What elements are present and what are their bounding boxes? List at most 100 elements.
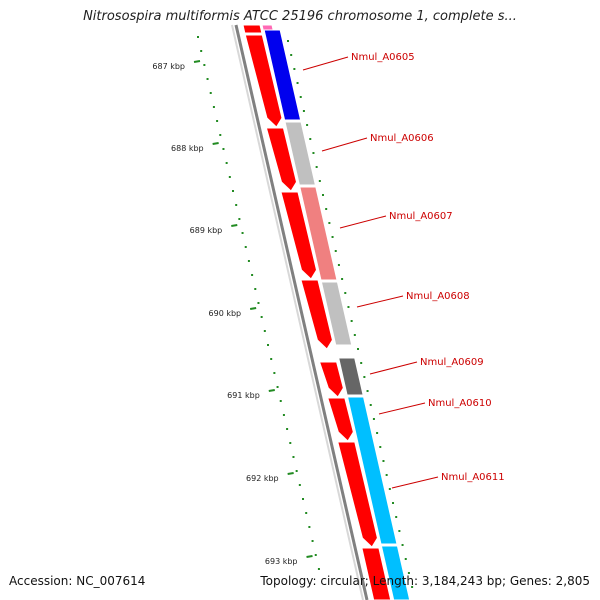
gene-block <box>338 357 364 396</box>
ruler-dot <box>206 78 209 80</box>
ruler-dot-outer <box>366 390 369 392</box>
ruler-dot <box>212 106 215 108</box>
ruler-dot <box>311 540 314 542</box>
cds-arrow <box>244 34 283 128</box>
ruler-dot-outer <box>385 474 388 476</box>
ruler-dot <box>251 274 254 276</box>
ruler-dot-outer <box>315 166 318 168</box>
ruler-label: 687 kbp <box>152 62 185 71</box>
ruler-major-tick <box>268 389 275 392</box>
ruler-dot <box>260 316 263 318</box>
ruler-label: 689 kbp <box>190 226 223 235</box>
ruler-dot-outer <box>299 96 302 98</box>
ruler-major-tick <box>231 224 238 227</box>
ruler-dot <box>216 120 219 122</box>
ruler-dot-outer <box>309 138 312 140</box>
ruler-label: 690 kbp <box>209 309 242 318</box>
ruler-major-tick <box>287 472 294 475</box>
gene-label[interactable]: Nmul_A0611 <box>441 472 505 483</box>
ruler-dot-outer <box>302 110 305 112</box>
cds-arrow <box>337 441 378 548</box>
gene-leader-line <box>356 295 404 308</box>
ruler-dot <box>222 148 225 150</box>
ruler-dot-outer <box>328 222 331 224</box>
ruler-dot <box>298 484 301 486</box>
ruler-dot-outer <box>347 306 350 308</box>
gene-leader-line <box>339 215 387 229</box>
ruler-dot <box>257 302 260 304</box>
cds-arrow <box>327 397 354 442</box>
gene-label[interactable]: Nmul_A0609 <box>420 357 484 368</box>
ruler-dot <box>308 526 311 528</box>
ruler-dot-outer <box>363 376 366 378</box>
cds-arrow <box>318 361 344 398</box>
ruler-dot-outer <box>341 278 344 280</box>
cds-arrow <box>242 24 263 34</box>
ruler-dot-outer <box>344 292 347 294</box>
ruler-dot <box>203 64 206 66</box>
backbone-shadow <box>231 24 364 600</box>
ruler-dot-outer <box>287 40 289 42</box>
ruler-dot <box>276 386 279 388</box>
ruler-label: 693 kbp <box>265 557 298 566</box>
ruler-dot <box>279 400 282 402</box>
gene-label[interactable]: Nmul_A0605 <box>351 52 415 63</box>
ruler-dot <box>254 288 257 290</box>
gene-leader-line <box>378 402 426 415</box>
ruler-dot-outer <box>306 124 309 126</box>
gene-leader-line <box>321 137 368 152</box>
ruler-label: 692 kbp <box>246 474 279 483</box>
ruler-dot-outer <box>293 68 296 70</box>
gene-label[interactable]: Nmul_A0610 <box>428 398 492 409</box>
ruler-dot-outer <box>372 418 375 420</box>
gene-label[interactable]: Nmul_A0608 <box>406 291 470 302</box>
gene-leader-line <box>369 361 418 375</box>
gene-block <box>320 281 353 346</box>
ruler-dot-outer <box>388 488 391 490</box>
ruler-dot <box>314 554 317 556</box>
ruler-dot-outer <box>337 264 340 266</box>
ruler-dot-outer <box>369 404 372 406</box>
ruler-dot-outer <box>312 152 315 154</box>
ruler-dot-outer <box>290 54 293 56</box>
gene-block <box>346 396 398 545</box>
gene-leader-line <box>391 476 439 489</box>
ruler-dot <box>263 330 266 332</box>
ruler-dot <box>305 512 308 514</box>
cds-arrow <box>361 547 392 600</box>
accession-text: Accession: NC_007614 <box>9 574 146 588</box>
ruler-dot-outer <box>395 516 398 518</box>
ruler-dot <box>292 456 295 458</box>
ruler-major-tick <box>306 555 313 558</box>
ruler-dot-outer <box>322 194 325 196</box>
cds-arrow <box>300 279 333 350</box>
gene-label[interactable]: Nmul_A0606 <box>370 133 434 144</box>
ruler-dot-outer <box>334 250 337 252</box>
ruler-dot-outer <box>357 348 360 350</box>
ruler-label: 691 kbp <box>227 391 260 400</box>
ruler-dot <box>209 92 212 94</box>
gene-block <box>284 121 316 186</box>
ruler-dot-outer <box>296 82 299 84</box>
ruler-dot <box>241 232 244 234</box>
ruler-dot-outer <box>382 460 385 462</box>
ruler-dot <box>247 260 250 262</box>
ruler-dot-outer <box>411 586 414 588</box>
ruler-dot-outer <box>401 544 404 546</box>
ruler-dot <box>235 204 238 206</box>
ruler-major-tick <box>212 142 219 145</box>
ruler-dot-outer <box>325 208 328 210</box>
ruler-dot <box>225 162 228 164</box>
backbone <box>231 24 369 600</box>
backbone-line <box>234 24 369 600</box>
ruler-dot-outer <box>407 572 410 574</box>
ruler-dot-outer <box>398 530 401 532</box>
ruler-dot <box>244 246 247 248</box>
gene-label[interactable]: Nmul_A0607 <box>389 211 453 222</box>
ruler-dot <box>219 134 222 136</box>
genome-summary-text: Topology: circular; Length: 3,184,243 bp… <box>260 574 590 588</box>
gene-block <box>299 186 338 281</box>
ruler-dot-outer <box>376 432 379 434</box>
ruler-dot-outer <box>353 334 356 336</box>
